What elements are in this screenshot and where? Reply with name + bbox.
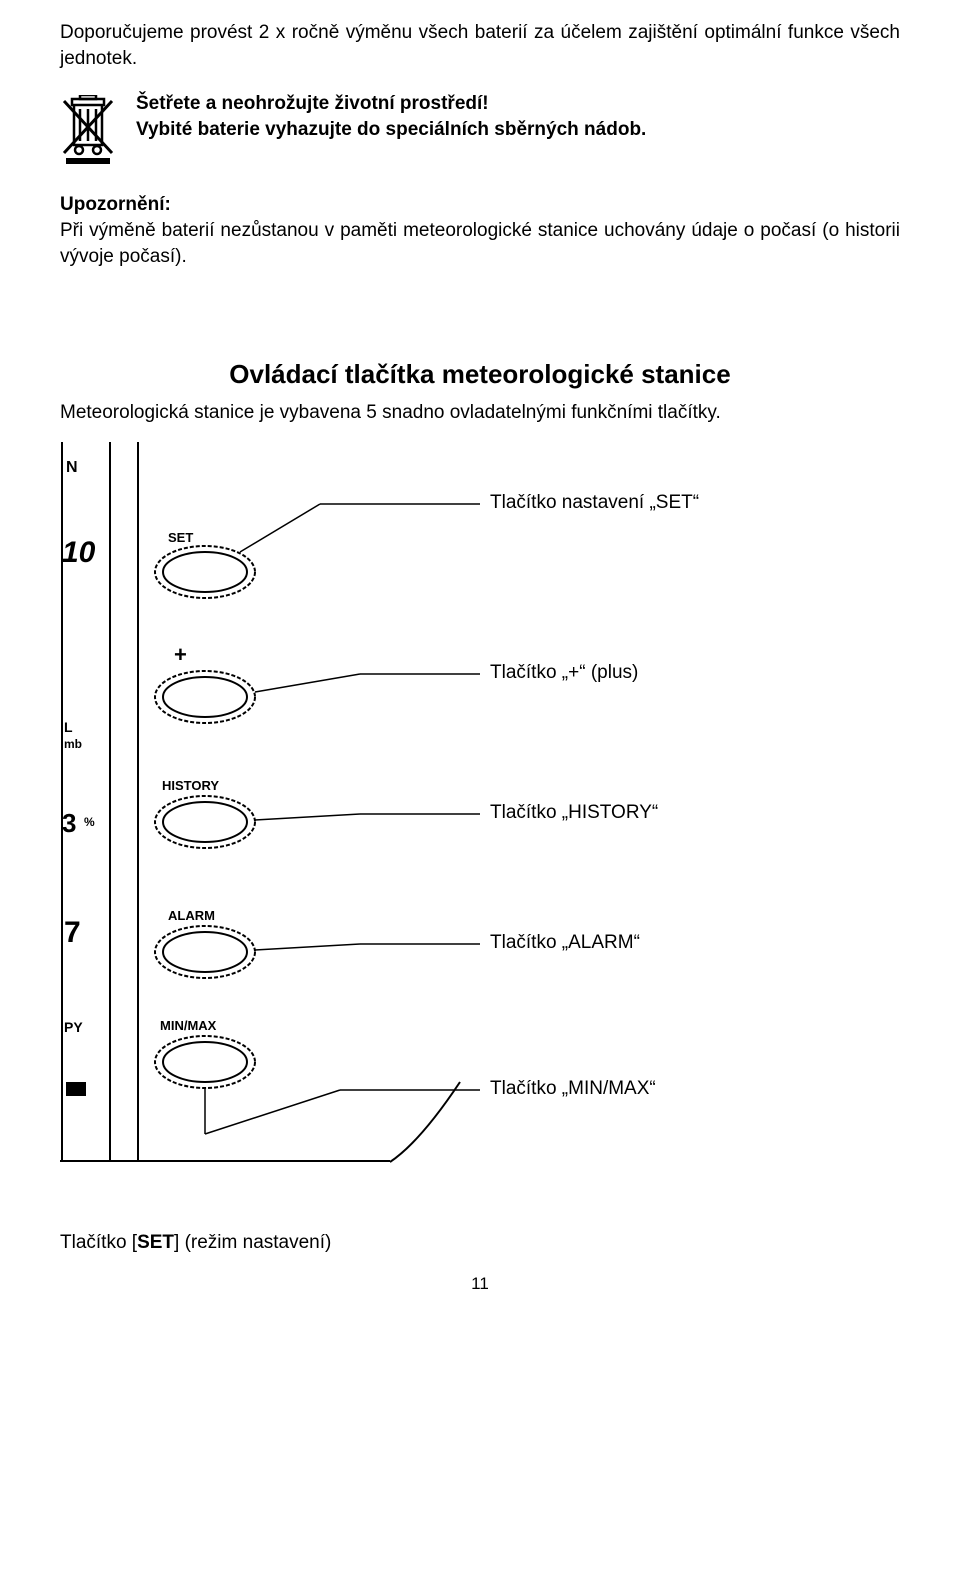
warning-text: Při výměně baterií nezůstanou v paměti m… [60, 220, 900, 267]
diagram-svg: N 10 L mb 3 % 7 PY SET + HISTORY ALARM [60, 442, 900, 1202]
callout-minmax: Tlačítko „MIN/MAX“ [490, 1078, 656, 1100]
svg-text:%: % [84, 815, 95, 829]
callout-alarm: Tlačítko „ALARM“ [490, 932, 640, 954]
svg-text:L: L [64, 719, 73, 735]
callout-plus: Tlačítko „+“ (plus) [490, 662, 638, 684]
crossed-bin-icon [60, 95, 116, 172]
warning-block: Upozornění: Při výměně baterií nezůstano… [60, 192, 900, 269]
svg-text:ALARM: ALARM [168, 908, 215, 923]
section-subtext: Meteorologická stanice je vybavena 5 sna… [60, 402, 900, 424]
buttons-diagram: N 10 L mb 3 % 7 PY SET + HISTORY ALARM [60, 442, 900, 1202]
callout-history: Tlačítko „HISTORY“ [490, 802, 658, 824]
bin-line-2: Vybité baterie vyhazujte do speciálních … [136, 117, 646, 143]
svg-text:mb: mb [64, 737, 82, 751]
bottom-bold: SET [137, 1232, 174, 1253]
bin-notice-block: Šetřete a neohrožujte životní prostředí!… [60, 91, 900, 172]
callout-set: Tlačítko nastavení „SET“ [490, 492, 699, 514]
svg-text:MIN/MAX: MIN/MAX [160, 1018, 217, 1033]
svg-text:10: 10 [62, 536, 96, 569]
bottom-suffix: ] (režim nastavení) [174, 1232, 331, 1253]
intro-paragraph: Doporučujeme provést 2 x ročně výměnu vš… [60, 20, 900, 71]
section-heading: Ovládací tlačítka meteorologické stanice [60, 359, 900, 390]
svg-text:3: 3 [62, 808, 76, 838]
svg-text:SET: SET [168, 530, 193, 545]
svg-text:7: 7 [64, 916, 81, 949]
warning-label: Upozornění: [60, 194, 171, 215]
svg-text:N: N [66, 459, 78, 476]
bin-line-1: Šetřete a neohrožujte životní prostředí! [136, 91, 646, 117]
svg-text:HISTORY: HISTORY [162, 778, 219, 793]
bottom-mode-label: Tlačítko [SET] (režim nastavení) [60, 1232, 900, 1254]
svg-text:+: + [174, 642, 187, 667]
bottom-prefix: Tlačítko [ [60, 1232, 137, 1253]
page-number: 11 [60, 1274, 900, 1294]
bin-notice-text: Šetřete a neohrožujte životní prostředí!… [136, 91, 646, 142]
svg-text:PY: PY [64, 1019, 83, 1035]
